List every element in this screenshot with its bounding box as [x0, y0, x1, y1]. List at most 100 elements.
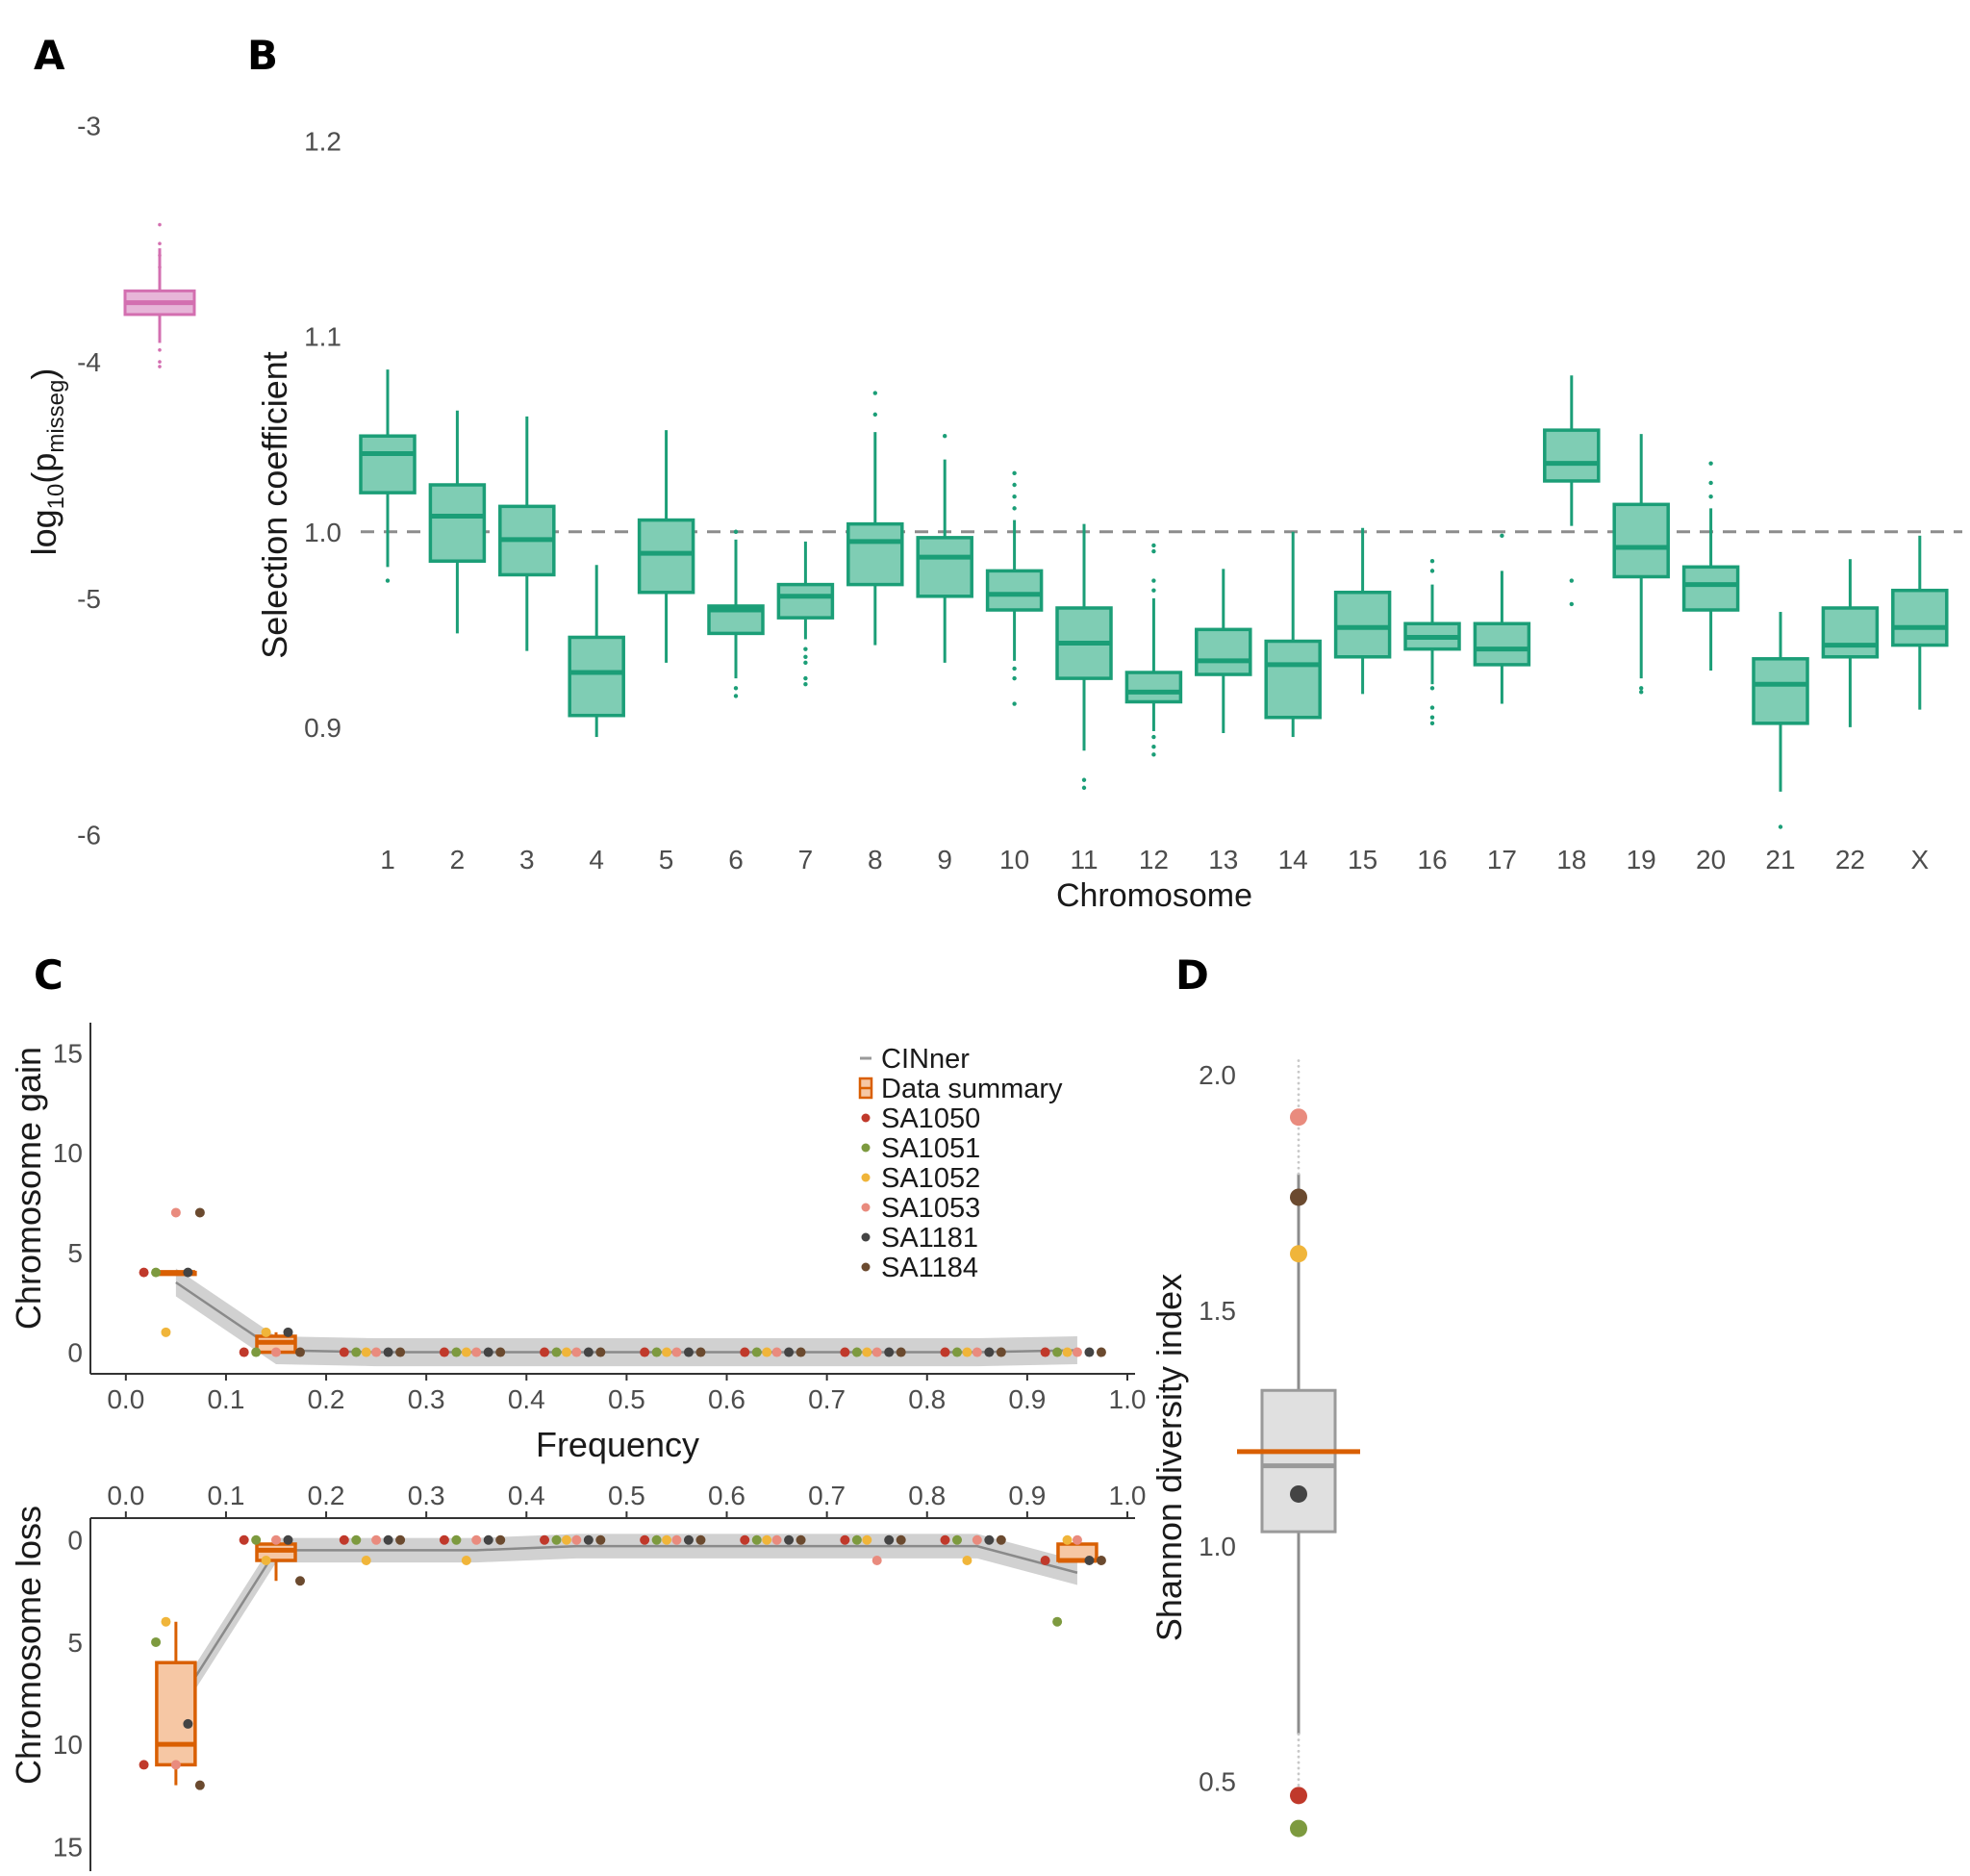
panel-c-bottom-point-sa1053: [871, 1555, 882, 1565]
panel-c-top-point-sa1052: [662, 1347, 672, 1357]
panel-c-bottom-ytick-label: 10: [53, 1730, 83, 1760]
panel-b-outlier: [1429, 721, 1435, 726]
panel-c-bottom-point-sa1051: [451, 1534, 462, 1545]
panel-c-bottom-point-sa1050: [439, 1534, 449, 1545]
panel-a-ytick-label: -5: [77, 584, 101, 614]
panel-c-bottom-point-sa1184: [1096, 1555, 1106, 1565]
panel-b-y-ticks: 0.9 1.0 1.1 1.2: [304, 126, 341, 742]
panel-d-point-sa1184: [1290, 1188, 1307, 1206]
panel-d-outlier: [1297, 1132, 1301, 1136]
panel-d-outlier: [1297, 1772, 1301, 1776]
panel-b-box: [1752, 657, 1809, 725]
panel-c-bottom-point-sa1052: [361, 1555, 371, 1565]
panel-b-outlier: [1639, 690, 1644, 695]
panel-b-box: [916, 536, 973, 598]
panel-c-bottom-xtick-label: 0.2: [308, 1481, 345, 1510]
panel-b-xtick-label: 2: [450, 845, 466, 875]
panel-c-top-point-sa1051: [251, 1347, 262, 1357]
panel-c-bottom-point-sa1181: [583, 1534, 594, 1545]
panel-b-x-ticks: 1 2 3 4 5 6 7 8 9 10 11 12 13 14 15 16 17 18 19 20 21 22 X: [380, 845, 1929, 875]
panel-d-outlier: [1297, 1076, 1301, 1079]
legend-key-sa1184: [861, 1262, 871, 1272]
panel-c-top-ytick-label: 15: [53, 1039, 83, 1069]
panel-d-outlier: [1297, 1059, 1301, 1062]
panel-c-top-point-sa1052: [862, 1347, 872, 1357]
panel-c-bottom-point-sa1184: [395, 1534, 406, 1545]
panel-b-chart: Selection coefficient Chromosome 0.9 1.0 1…: [255, 126, 1962, 914]
panel-c-top-ytick-label: 10: [53, 1138, 83, 1168]
panel-a-outlier: [158, 365, 162, 368]
panel-b-outlier: [733, 686, 739, 691]
panel-a-ylabel-close: ): [24, 368, 63, 380]
panel-b-xtick-label: 1: [380, 845, 395, 875]
panel-c-top-xtick-label: 0.3: [408, 1384, 445, 1414]
panel-c-bottom-point-sa1053: [271, 1534, 281, 1545]
panel-c-top-point-sa1051: [351, 1347, 362, 1357]
panel-c-bottom-xtick-label: 0.4: [508, 1481, 545, 1510]
panel-d-point-sa1053: [1290, 1108, 1307, 1127]
panel-b-outlier: [1429, 715, 1435, 720]
panel-d-outlier: [1297, 1070, 1301, 1074]
panel-c-bottom-ylabel: Chromosome loss: [9, 1506, 48, 1785]
panel-c-top-point-sa1053: [471, 1347, 482, 1357]
panel-b-xtick-label: 13: [1208, 845, 1238, 875]
panel-b-xtick-label: 12: [1139, 845, 1169, 875]
panel-b-outlier: [1639, 686, 1644, 691]
panel-c-bottom-xtick-label: 1.0: [1109, 1481, 1147, 1510]
panel-c-bottom-point-sa1050: [740, 1534, 750, 1545]
panel-c-bottom-point-sa1052: [561, 1534, 571, 1545]
panel-c-top-point-sa1053: [371, 1347, 382, 1357]
panel-c-bottom-point-sa1052: [662, 1534, 672, 1545]
panel-b-outlier: [1081, 777, 1087, 782]
panel-c-top-point-sa1052: [962, 1347, 972, 1357]
panel-c-top-point-sa1050: [540, 1347, 550, 1357]
panel-b-outlier: [1500, 533, 1504, 539]
panel-b-xtick-label: 9: [937, 845, 952, 875]
panel-c-bottom-point-sa1050: [1040, 1555, 1050, 1565]
panel-c-top-point-sa1053: [271, 1347, 281, 1357]
panel-c-top-point-sa1052: [762, 1347, 772, 1357]
panel-d-y-ticks: 0.5 1.0 1.5 2.0: [1199, 1060, 1236, 1796]
panel-c-bottom-point-sa1052: [762, 1534, 772, 1545]
panel-b-outlier: [803, 646, 808, 651]
panel-b-outlier: [1151, 548, 1156, 554]
panel-d-outlier: [1297, 1749, 1301, 1753]
panel-c-bottom-xtick-label: 0.3: [408, 1481, 445, 1510]
panel-b-outlier: [1708, 461, 1713, 466]
panel-c-bottom-xtick-label: 0.5: [608, 1481, 645, 1510]
panel-a-ylabel-open: (p: [24, 453, 63, 484]
panel-d-box: [1260, 1388, 1337, 1534]
legend-label-cinner: CINner: [881, 1044, 970, 1075]
panel-c-bottom-xtick-label: 0.6: [708, 1481, 745, 1510]
panel-d-outlier: [1297, 1099, 1301, 1103]
panel-c-bottom-point-sa1184: [194, 1780, 205, 1790]
panel-c-bottom-point-sa1181: [984, 1534, 995, 1545]
panel-c-bottom-point-sa1053: [771, 1534, 782, 1545]
panel-c-top-point-sa1051: [952, 1347, 962, 1357]
panel-c-bottom-point-sa1050: [840, 1534, 850, 1545]
panel-c-top-point-sa1052: [361, 1347, 371, 1357]
panel-c-top-point-sa1053: [170, 1207, 181, 1218]
panel-c-bottom-point-sa1184: [495, 1534, 506, 1545]
panel-c-top-point-sa1052: [161, 1327, 171, 1337]
panel-c-top-point-sa1181: [283, 1327, 293, 1337]
panel-c-bottom-plot: 0 5 10 15 0.0 0.1 0.2 0.3 0.4 0.5 0.6 0.7 0.8 0.9 1.0: [53, 1481, 1147, 1871]
panel-c-top-cinner-band: [175, 1268, 1077, 1367]
panel-b-ylabel: Selection coefficient: [255, 351, 294, 659]
panel-b-box: [1333, 590, 1392, 659]
panel-c-bottom-summary-box: [155, 1661, 197, 1767]
panel-b-xtick-label: 18: [1556, 845, 1586, 875]
panel-a-outlier: [158, 348, 162, 352]
panel-c-top-xtick-label: 0.1: [207, 1384, 244, 1414]
panel-c-bottom-point-sa1181: [383, 1534, 393, 1545]
panel-c-top-xtick-label: 0.5: [608, 1384, 645, 1414]
panel-c-top-point-sa1184: [1096, 1347, 1106, 1357]
panel-c-bottom-point-sa1052: [862, 1534, 872, 1545]
panel-b-box: [1821, 606, 1880, 659]
panel-c-bottom-point-sa1051: [751, 1534, 762, 1545]
legend-label-sa1181: SA1181: [881, 1223, 978, 1254]
panel-b-xtick-label: 7: [798, 845, 814, 875]
panel-b-ytick-label: 1.2: [304, 126, 341, 156]
panel-c-bottom-point-sa1050: [940, 1534, 950, 1545]
panel-a-outlier: [158, 253, 162, 258]
